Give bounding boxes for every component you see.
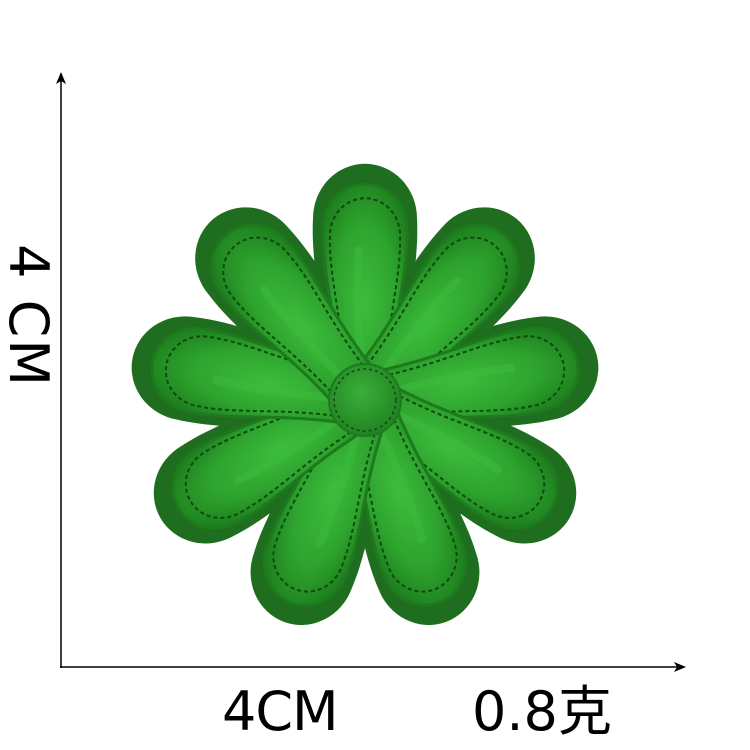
flower-center: [328, 363, 402, 437]
petal-highlight: [383, 277, 461, 371]
petal: [262, 389, 392, 607]
weight-label: 0.8克: [472, 680, 612, 743]
petal-highlight: [234, 419, 337, 485]
petal-highlight: [399, 364, 516, 394]
petal-stitch: [164, 335, 370, 421]
petal-stitch: [360, 335, 566, 421]
petal-highlight: [259, 284, 341, 376]
petal-highlight: [353, 246, 365, 364]
horizontal-axis-arrow-icon: [674, 662, 686, 672]
petal-stitch: [184, 381, 377, 519]
petal: [210, 223, 388, 419]
flower-patch-icon: [131, 163, 599, 625]
petal-stitch: [222, 236, 382, 415]
petal-highlight: [378, 432, 426, 543]
petal-stitch: [328, 197, 402, 401]
petal-highlight: [315, 434, 360, 548]
petal: [150, 326, 372, 428]
dimension-axes: [56, 72, 686, 672]
petal-highlight: [212, 375, 329, 401]
petal-stitch: [353, 381, 546, 519]
petal-highlight: [397, 412, 502, 474]
flower-center-stitch: [333, 368, 397, 432]
height-dimension-label: 4 CM: [0, 244, 60, 388]
petal-stitch: [348, 236, 508, 415]
vertical-axis-arrow-icon: [56, 72, 66, 84]
width-dimension-label: 4CM: [222, 680, 339, 743]
petal-stitch: [272, 391, 386, 593]
petal-stitch: [344, 391, 458, 593]
